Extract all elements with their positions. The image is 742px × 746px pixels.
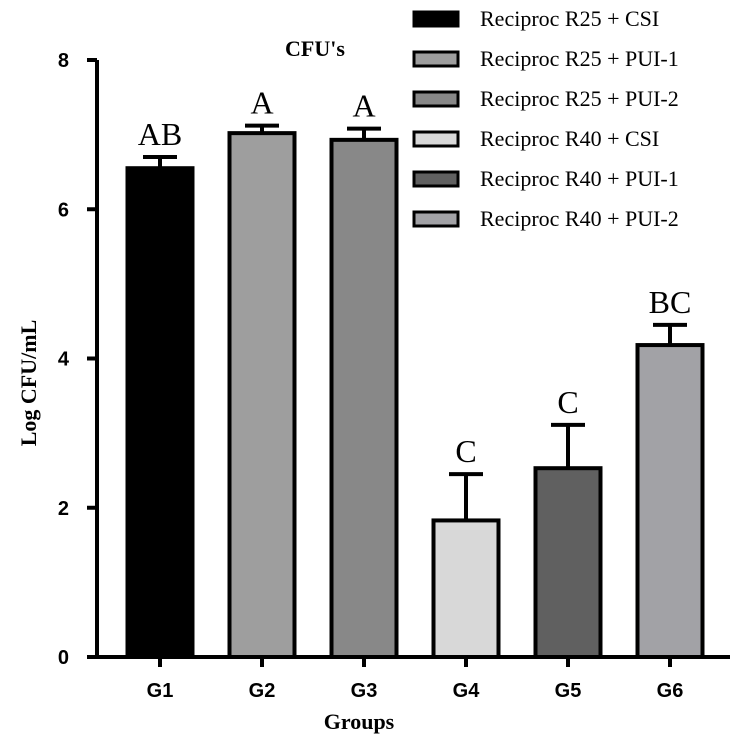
legend-swatch-6 bbox=[412, 210, 460, 228]
y-tick-label-0: 0 bbox=[58, 647, 69, 669]
legend-label-3: Reciproc R25 + PUI-2 bbox=[480, 86, 679, 111]
x-tick-label-G3: G3 bbox=[351, 680, 378, 702]
legend: Reciproc R25 + CSI Reciproc R25 + PUI-1 Re… bbox=[412, 6, 679, 231]
chart-title: CFU's bbox=[285, 36, 345, 61]
legend-swatch-3 bbox=[412, 90, 460, 108]
y-tick-label-8: 8 bbox=[58, 50, 69, 72]
bar-G2 bbox=[227, 131, 297, 659]
x-tick-label-G6: G6 bbox=[657, 680, 684, 702]
plot-area: 0 2 4 6 8 AB G1 A G2 A G3 C G4 C G5 BC G6 bbox=[58, 50, 730, 702]
sig-label-G1: AB bbox=[138, 116, 182, 152]
bar-G4 bbox=[431, 518, 501, 660]
x-axis-title: Groups bbox=[324, 709, 395, 734]
legend-label-1: Reciproc R25 + CSI bbox=[480, 6, 659, 31]
sig-label-G4: C bbox=[455, 433, 476, 469]
bar-G1 bbox=[125, 166, 195, 660]
bar-G6 bbox=[635, 343, 705, 659]
legend-label-4: Reciproc R40 + CSI bbox=[480, 126, 659, 151]
sig-label-G5: C bbox=[557, 384, 578, 420]
x-tick-label-G2: G2 bbox=[249, 680, 276, 702]
x-tick-label-G5: G5 bbox=[555, 680, 582, 702]
legend-label-2: Reciproc R25 + PUI-1 bbox=[480, 46, 679, 71]
sig-label-G3: A bbox=[352, 88, 375, 124]
y-axis-title: Log CFU/mL bbox=[16, 320, 41, 447]
bar-G5 bbox=[533, 466, 603, 660]
sig-label-G2: A bbox=[250, 85, 273, 121]
sig-label-G6: BC bbox=[649, 284, 692, 320]
bar-G3 bbox=[329, 137, 399, 659]
legend-label-6: Reciproc R40 + PUI-2 bbox=[480, 206, 679, 231]
x-tick-label-G1: G1 bbox=[147, 680, 174, 702]
legend-swatch-2 bbox=[412, 50, 460, 68]
legend-swatch-4 bbox=[412, 130, 460, 148]
y-tick-label-2: 2 bbox=[58, 498, 69, 520]
legend-label-5: Reciproc R40 + PUI-1 bbox=[480, 166, 679, 191]
y-tick-label-4: 4 bbox=[58, 349, 70, 371]
legend-swatch-1 bbox=[412, 10, 460, 28]
x-tick-label-G4: G4 bbox=[453, 680, 481, 702]
legend-swatch-5 bbox=[412, 170, 460, 188]
y-tick-label-6: 6 bbox=[58, 199, 69, 221]
